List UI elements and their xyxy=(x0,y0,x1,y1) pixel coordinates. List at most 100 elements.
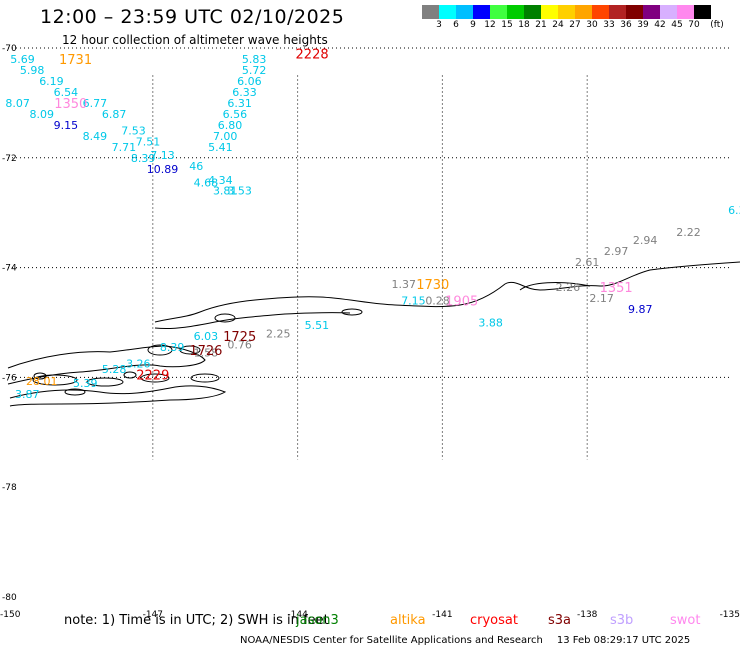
scale-tick-label: 45 xyxy=(671,20,683,30)
scale-swatch xyxy=(575,5,592,19)
scale-tick-label: 6 xyxy=(453,20,459,30)
wave-height-value: 7.53 xyxy=(121,124,146,137)
latitude-label: -74 xyxy=(2,264,17,274)
scale-swatch xyxy=(694,5,711,19)
ice-shelf-edge xyxy=(154,261,740,323)
wave-height-value: 2.17 xyxy=(589,292,614,305)
scale-swatch xyxy=(660,5,677,19)
wave-height-value: 6.03 xyxy=(194,330,219,343)
pass-time-label: 1350 xyxy=(54,97,87,112)
scale-tick-label: 12 xyxy=(484,20,496,30)
scale-unit: (ft) xyxy=(710,20,724,30)
wave-height-value: 3.87 xyxy=(15,388,40,401)
wave-height-value: 5.69 xyxy=(10,53,35,66)
wave-height-value: 10.89 xyxy=(147,163,179,176)
scale-tick-label: 42 xyxy=(654,20,666,30)
scale-swatch xyxy=(456,5,473,19)
wave-height-value: 6.19 xyxy=(39,75,64,88)
generated-timestamp: 13 Feb 08:29:17 UTC 2025 xyxy=(556,635,691,646)
footer-note: note: 1) Time is in UTC; 2) SWH is in fe… xyxy=(64,613,329,628)
ice-island xyxy=(86,377,124,387)
longitude-label: -147 xyxy=(143,610,163,620)
longitude-label: -138 xyxy=(577,610,598,620)
ice-island xyxy=(32,374,78,386)
satellite-legend-item: s3b xyxy=(610,613,634,628)
wave-height-value: 7.51 xyxy=(136,135,161,148)
scale-tick-label: 18 xyxy=(518,20,530,30)
scale-tick-label: 30 xyxy=(586,20,598,30)
pass-time-label: 1731 xyxy=(59,53,92,68)
wave-height-value: 7.00 xyxy=(213,130,238,143)
latitude-label: -70 xyxy=(2,44,17,54)
wave-height-value: 5.41 xyxy=(208,141,233,154)
scale-swatch xyxy=(490,5,507,19)
page-title: 12:00 – 23:59 UTC 02/10/2025 xyxy=(40,6,345,28)
wave-height-value: 3.88 xyxy=(478,317,503,330)
scale-tick-label: 9 xyxy=(470,20,476,30)
latitude-label: -78 xyxy=(2,483,17,493)
wave-height-value: 2.97 xyxy=(604,245,629,258)
pass-time-label: 28.01 xyxy=(26,375,58,388)
pass-time-label: 2229 xyxy=(136,369,169,384)
satellite-legend-item: altika xyxy=(390,613,426,628)
footer-credit: NOAA/NESDIS Center for Satellite Applica… xyxy=(240,635,690,646)
wave-height-value: 0.28 xyxy=(425,295,450,308)
wave-height-value: 1.37 xyxy=(392,278,417,291)
wave-height-value: 5.72 xyxy=(242,64,267,77)
wave-height-value: 5.51 xyxy=(305,319,330,332)
wave-height-value: 9.15 xyxy=(54,119,79,132)
ice-island xyxy=(123,371,137,379)
scale-swatch xyxy=(677,5,694,19)
wave-height-value: 6.77 xyxy=(83,97,108,110)
wave-height-value: 6.31 xyxy=(227,97,252,110)
wave-height-value: 46 xyxy=(189,160,203,173)
satellite-legend-item: cryosat xyxy=(470,613,518,628)
wave-height-value: 2.94 xyxy=(633,234,658,247)
wave-height-value: 6.54 xyxy=(54,86,79,99)
scale-swatch xyxy=(609,5,626,19)
scale-swatch xyxy=(626,5,643,19)
satellite-legend-item: jason3 xyxy=(296,613,339,628)
scale-tick-label: 27 xyxy=(569,20,581,30)
latitude-label: -76 xyxy=(2,373,17,383)
ice-island xyxy=(140,373,170,383)
scale-swatch xyxy=(558,5,575,19)
ice-island xyxy=(179,345,201,355)
scale-labels: 3 6 9 12 15 18 21 24 27 30 33 36 39 42 45 70 (ft) xyxy=(422,19,724,31)
embayment xyxy=(519,282,591,291)
wave-height-value: 2.25 xyxy=(266,327,291,340)
pass-time-label: 1725 xyxy=(223,330,256,345)
ice-island xyxy=(147,344,173,356)
scale-swatch xyxy=(524,5,541,19)
wave-height-value: 6.33 xyxy=(232,86,257,99)
wave-height-value: 7.13 xyxy=(150,149,175,162)
wave-height-value: 5.98 xyxy=(20,64,45,77)
wave-height-value: 6.80 xyxy=(218,119,243,132)
wave-height-value: 3.26 xyxy=(126,358,151,371)
wave-height-value: 2.22 xyxy=(676,226,701,239)
color-swatches xyxy=(422,5,711,19)
wave-height-value: 8.09 xyxy=(30,108,55,121)
ice-shelf-edge-south xyxy=(154,312,351,329)
wave-height-value: 4.68 xyxy=(194,177,219,190)
wave-height-color-scale: 3 6 9 12 15 18 21 24 27 30 33 36 39 42 45 70 (ft) xyxy=(422,5,724,31)
wave-height-value: 3.81 xyxy=(213,185,238,198)
scale-tick-label: 3 xyxy=(436,20,442,30)
wave-height-value: 8.07 xyxy=(5,97,30,110)
longitude-label: -144 xyxy=(287,610,308,620)
scale-tick-label: 39 xyxy=(637,20,649,30)
wave-height-value: 6.3 xyxy=(728,204,740,217)
ice-island xyxy=(341,308,363,316)
credit-text: NOAA/NESDIS Center for Satellite Applica… xyxy=(240,635,543,646)
wave-height-value: 2.26 xyxy=(556,281,581,294)
wave-height-value: 9.87 xyxy=(628,303,653,316)
wave-height-value: 6.56 xyxy=(223,108,248,121)
wave-height-value: 2.61 xyxy=(575,256,600,269)
longitude-label: -135 xyxy=(720,610,740,620)
scale-tick-label: 15 xyxy=(501,20,513,30)
longitude-label: -141 xyxy=(432,610,452,620)
island-outline xyxy=(7,345,206,385)
